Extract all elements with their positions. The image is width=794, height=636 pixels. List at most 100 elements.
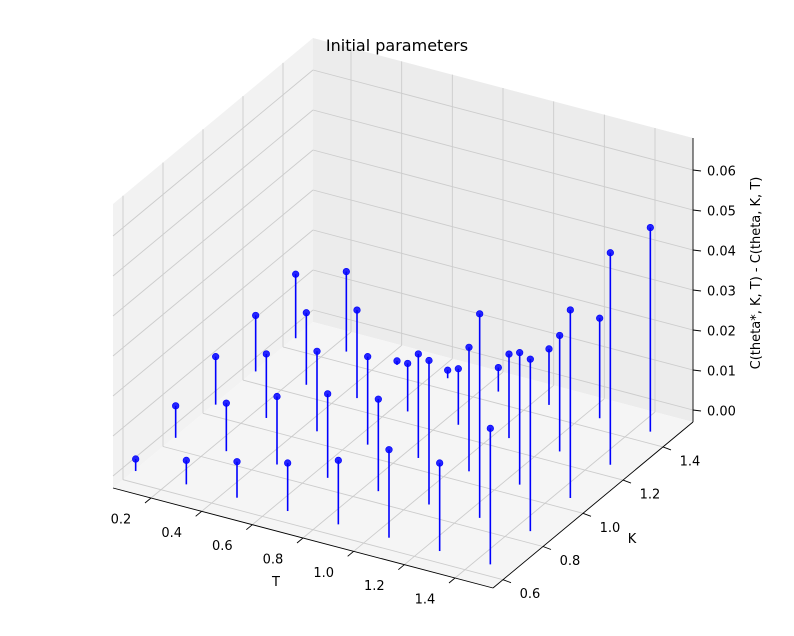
x-tick-mark [398,564,405,571]
axis-panes [113,38,693,588]
y-axis-line [492,421,694,589]
stem-marker [566,306,574,314]
grid-line-t [454,411,656,579]
stem-marker [486,424,494,432]
stem-marker [545,345,553,353]
stem-marker [526,355,534,363]
stem-marker [606,249,614,257]
grid-line-k [282,346,664,448]
stem-marker [465,343,473,351]
z-tick-label: 0.00 [707,405,736,420]
x-tick-label: 1.4 [415,593,436,608]
z-tick-mark [692,289,702,292]
grid-line-z [312,309,694,411]
y-tick-mark [502,579,512,584]
grid-line-z [112,229,314,397]
stem-marker [454,365,462,373]
x-tick-mark [448,577,456,584]
stem-marker [646,223,654,232]
y-tick-mark [662,446,672,451]
grid-line-z [312,69,694,171]
x-tick-mark [195,510,202,517]
stem-marker [364,353,372,361]
y-tick-label: 1.0 [600,521,621,536]
grid-line-z [312,109,694,211]
stem-marker [172,402,180,410]
stem-marker [404,359,412,368]
tick-labels: 0.2 0.4 0.6 0.8 1.0 1.2 1.4 0.6 0.8 1.0 1.2 1.4 0.00… [111,165,736,608]
stem-marker [342,267,350,276]
stem-marker [444,366,452,374]
z-tick-label: 0.05 [707,205,736,220]
stem-marker [334,456,342,464]
z-tick-mark [692,249,702,252]
y-tick-mark [542,546,552,550]
stem-marker [212,353,220,361]
stem-marker [494,363,502,372]
stem-marker [252,311,260,320]
stem-marker [436,459,444,467]
tick-marks [144,169,702,584]
stem-marker [313,347,321,355]
chart-title: Initial parameters [326,36,468,55]
stem-marker [353,306,361,314]
x-tick-label: 0.8 [263,553,284,568]
x-tick-mark [296,537,304,544]
y-tick-mark [582,512,592,517]
x-tick-label: 0.4 [161,526,182,541]
y-tick-label: 0.6 [520,587,541,602]
grid-line-z [112,309,314,477]
stem-marker [505,350,513,358]
stem-marker [425,356,433,365]
z-axis-label: C(theta*, K, T) - C(theta, K, T) [749,177,764,370]
y-tick-label: 1.2 [640,488,661,503]
x-tick-label: 1.0 [313,566,334,581]
stem-marker [273,392,281,401]
z-tick-mark [692,209,702,212]
x-tick-label: 1.2 [364,579,385,594]
stem-marker [393,357,401,365]
stem-marker [284,459,292,467]
x-tick-mark [347,550,354,557]
stem-marker [222,399,230,407]
grid-line-z [112,269,314,437]
x-tick-mark [144,497,152,504]
stems [132,223,654,565]
x-tick-label: 0.6 [212,539,233,554]
grid-line-z [312,229,694,331]
grid-line-z [312,149,694,251]
stem-marker [292,270,300,278]
z-tick-label: 0.02 [707,325,736,340]
y-tick-label: 1.4 [680,454,701,469]
z-tick-mark [692,169,702,172]
grid-line-z [112,149,314,317]
stem-marker [414,350,422,358]
y-tick-mark [622,479,632,484]
stem-marker [476,310,484,318]
z-tick-mark [692,409,702,412]
stem-marker [596,314,604,322]
stem-marker [556,331,564,340]
grid-line-k [162,446,544,547]
y-tick-label: 0.8 [560,554,581,569]
z-tick-label: 0.04 [707,245,736,260]
z-tick-label: 0.01 [707,365,736,380]
z-tick-label: 0.03 [707,285,736,300]
x-axis-label: T [271,575,280,590]
grid-line-k [202,412,584,514]
stem-marker [182,456,190,464]
stem-marker [302,309,310,317]
stem-marker [262,350,270,358]
x-tick-mark [246,524,253,531]
y-axis-label: K [628,532,637,547]
grid-line-k [242,379,624,481]
stem-marker [385,446,393,454]
x-tick-label: 0.2 [111,513,132,528]
stem-marker [324,390,332,398]
z-tick-mark [692,369,702,372]
stem-marker [374,395,382,403]
stem-marker [516,349,524,357]
stem-marker [233,458,241,466]
grid-line-z [112,109,314,277]
